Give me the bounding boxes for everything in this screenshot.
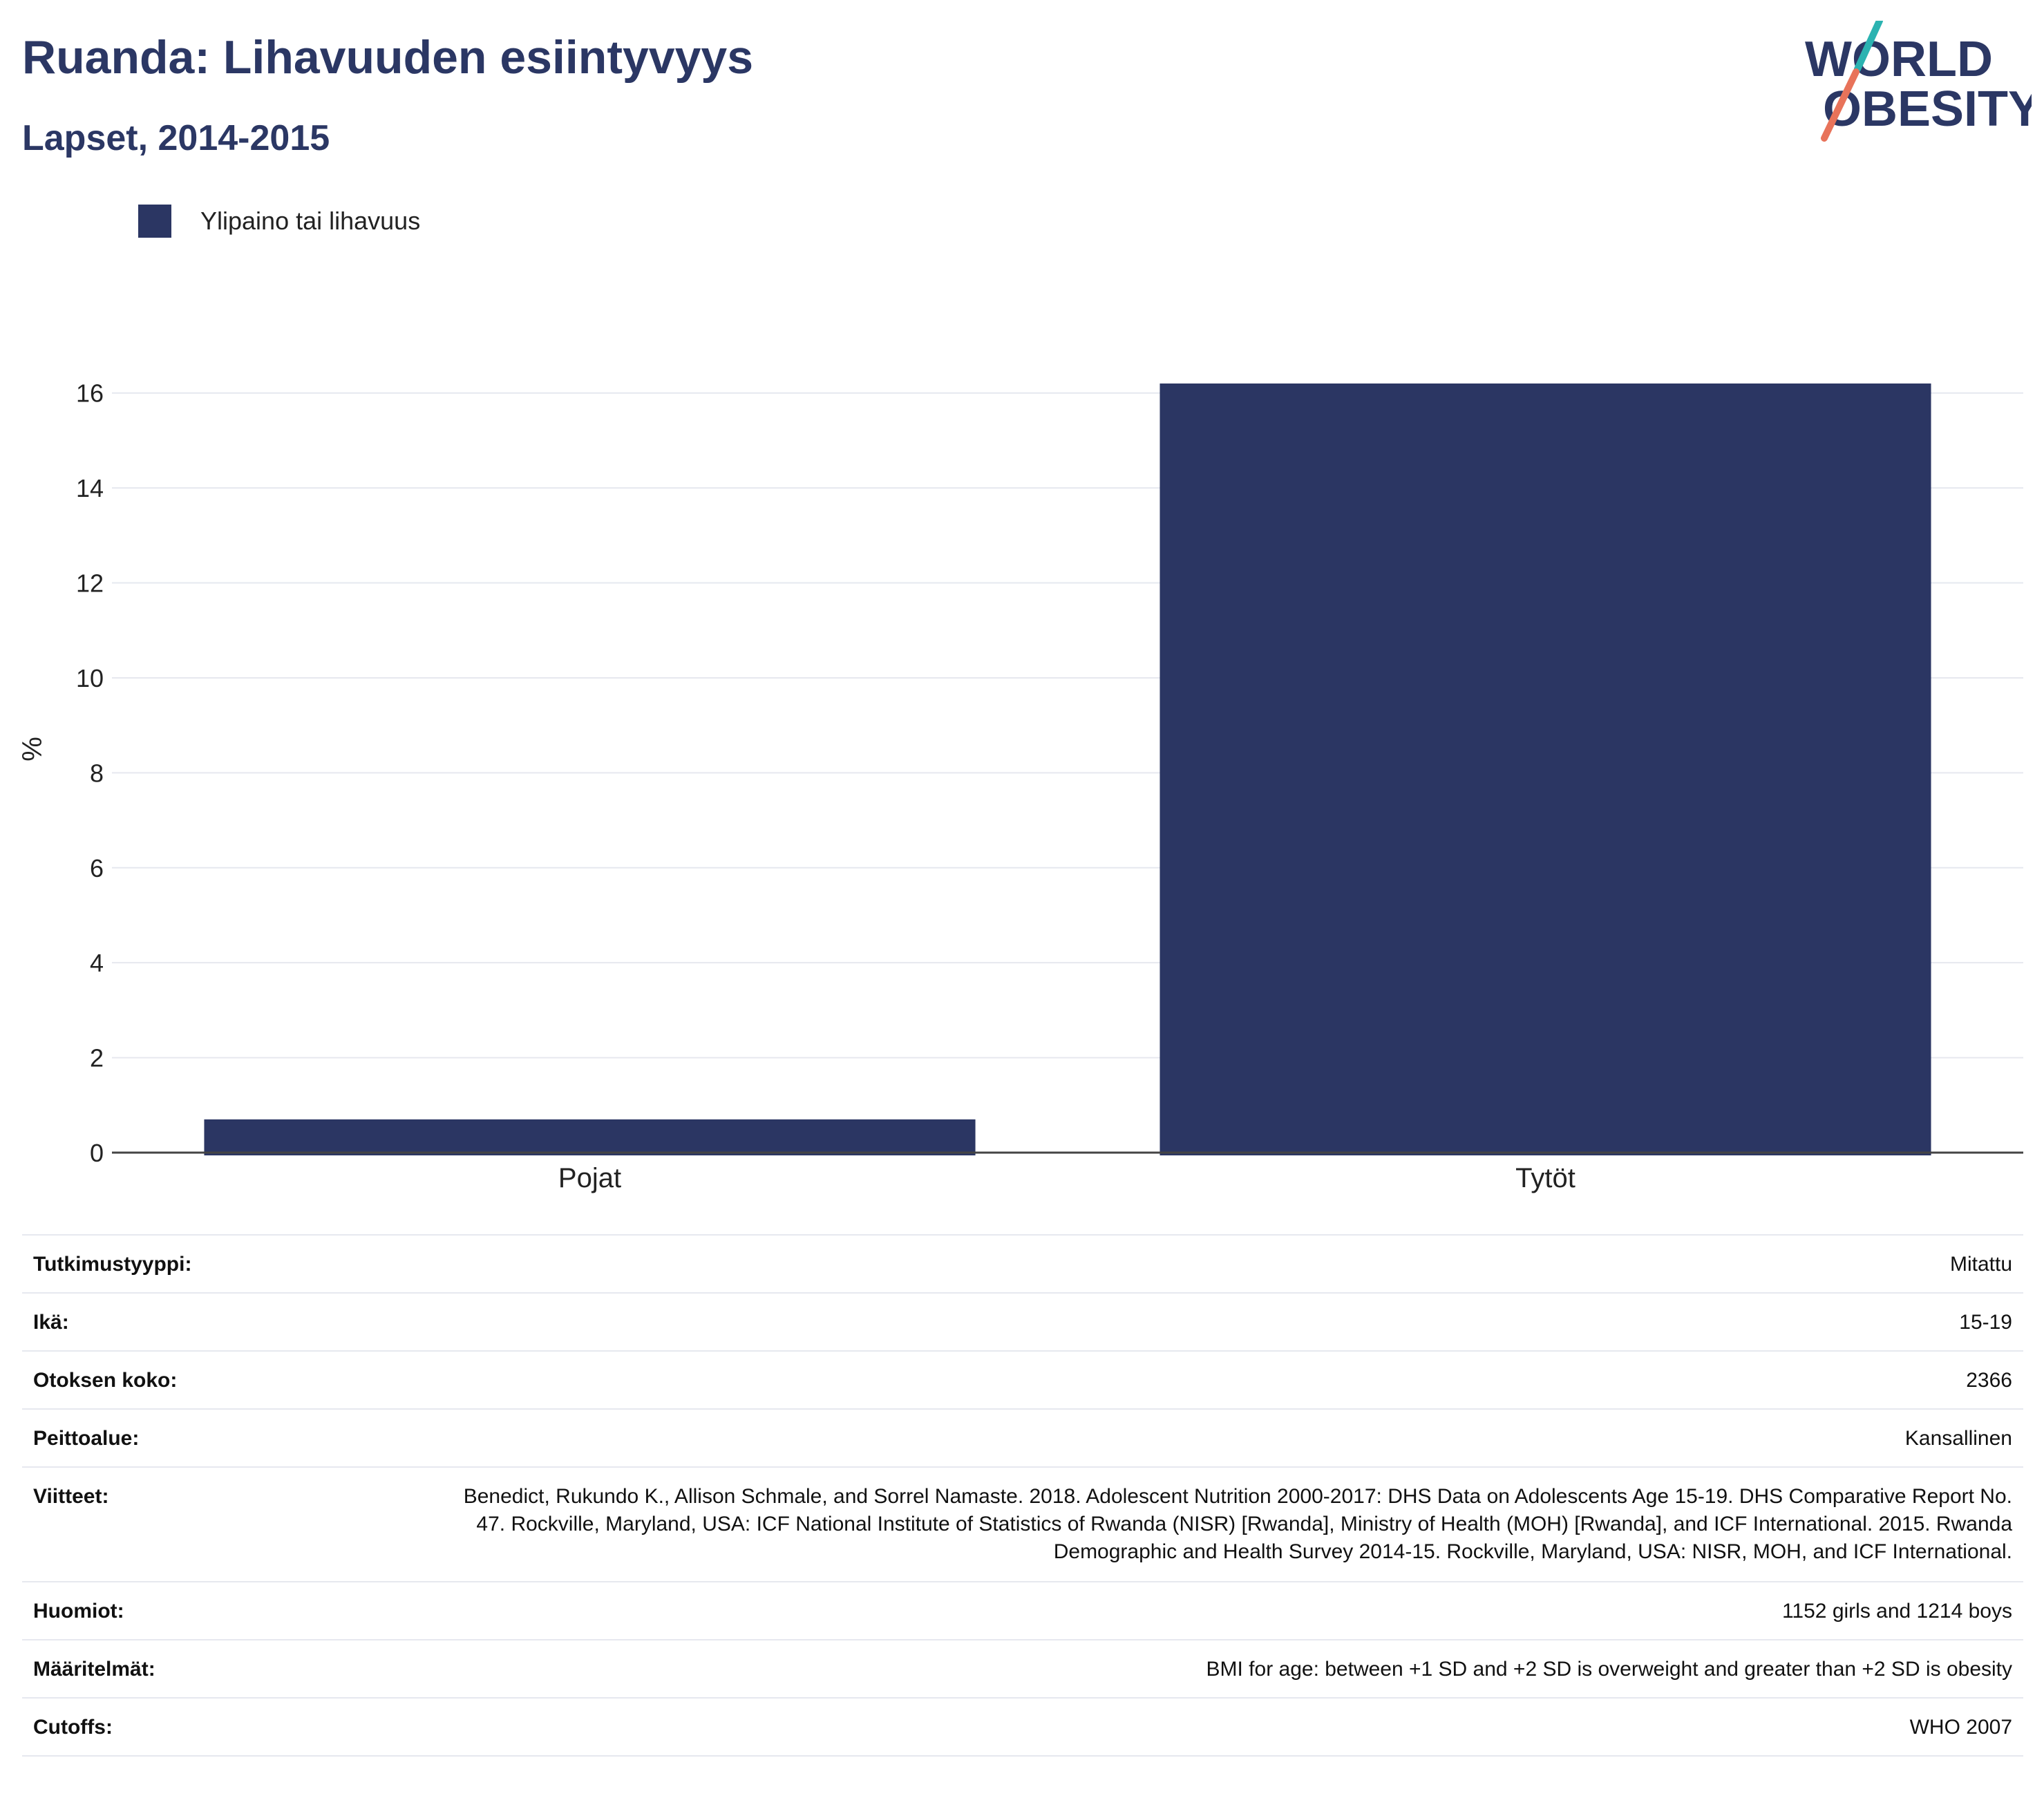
- legend-swatch: [138, 205, 171, 238]
- y-tick-label: 6: [90, 854, 104, 882]
- logo-line-2: OBESITY: [1823, 82, 2032, 137]
- y-tick-label: 0: [90, 1139, 104, 1167]
- y-tick-label: 12: [76, 569, 104, 598]
- info-row-value: Kansallinen: [431, 1408, 2023, 1467]
- chart-legend: Ylipaino tai lihavuus: [138, 205, 420, 238]
- logo-slash-coral-icon: [1821, 68, 1860, 142]
- info-row-label: Otoksen koko:: [22, 1350, 431, 1409]
- bar-tytöt: [1160, 383, 1931, 1155]
- logo-slash-teal-icon: [1854, 21, 1883, 73]
- info-row-value: 1152 girls and 1214 boys: [431, 1581, 2023, 1640]
- y-tick-label: 2: [90, 1044, 104, 1072]
- legend-label: Ylipaino tai lihavuus: [200, 207, 421, 235]
- bar-chart: 0 2 4 6 8 10 12 14 16 Pojat Tytöt %: [17, 379, 2023, 1193]
- page-title: Ruanda: Lihavuuden esiintyvyys: [22, 31, 754, 84]
- study-info-table: Tutkimustyyppi: Mitattu Ikä: 15-19 Otoksen k…: [22, 1234, 2023, 1757]
- y-tick-labels: 0 2 4 6 8 10 12 14 16: [76, 379, 104, 1167]
- info-row-label: Määritelmät:: [22, 1639, 431, 1698]
- y-tick-label: 10: [76, 664, 104, 692]
- info-row-label: Cutoffs:: [22, 1697, 431, 1757]
- bar-pojat: [204, 1119, 976, 1155]
- y-tick-label: 14: [76, 474, 104, 502]
- info-row: Cutoffs: WHO 2007: [22, 1697, 2023, 1757]
- info-row-value: Benedict, Rukundo K., Allison Schmale, a…: [431, 1466, 2023, 1582]
- info-row-value: Mitattu: [431, 1234, 2023, 1293]
- info-row-value: WHO 2007: [431, 1697, 2023, 1757]
- info-row: Ikä: 15-19: [22, 1292, 2023, 1351]
- y-tick-label: 16: [76, 379, 104, 408]
- info-row-label: Huomiot:: [22, 1581, 431, 1640]
- info-row: Tutkimustyyppi: Mitattu: [22, 1234, 2023, 1293]
- info-row-label: Viitteet:: [22, 1466, 431, 1582]
- x-tick-label: Tytöt: [1515, 1163, 1575, 1193]
- info-row: Viitteet: Benedict, Rukundo K., Allison S…: [22, 1466, 2023, 1582]
- info-row-label: Tutkimustyyppi:: [22, 1234, 431, 1293]
- logo-line-1: WORLD: [1805, 32, 1993, 87]
- info-row-label: Ikä:: [22, 1292, 431, 1351]
- x-tick-labels: Pojat Tytöt: [558, 1163, 1575, 1193]
- info-row: Peittoalue: Kansallinen: [22, 1408, 2023, 1467]
- x-tick-label: Pojat: [558, 1163, 621, 1193]
- info-row: Määritelmät: BMI for age: between +1 SD a…: [22, 1639, 2023, 1698]
- info-row-label: Peittoalue:: [22, 1408, 431, 1467]
- info-row: Huomiot: 1152 girls and 1214 boys: [22, 1581, 2023, 1640]
- y-tick-label: 8: [90, 759, 104, 787]
- world-obesity-logo: WORLD OBESITY: [1805, 21, 2032, 142]
- info-row: Otoksen koko: 2366: [22, 1350, 2023, 1409]
- y-axis-label: %: [17, 737, 48, 762]
- bars: [204, 383, 1931, 1155]
- info-row-value: 15-19: [431, 1292, 2023, 1351]
- info-row-value: BMI for age: between +1 SD and +2 SD is …: [431, 1639, 2023, 1698]
- info-row-value: 2366: [431, 1350, 2023, 1409]
- y-tick-label: 4: [90, 949, 104, 977]
- page-subtitle: Lapset, 2014-2015: [22, 118, 330, 158]
